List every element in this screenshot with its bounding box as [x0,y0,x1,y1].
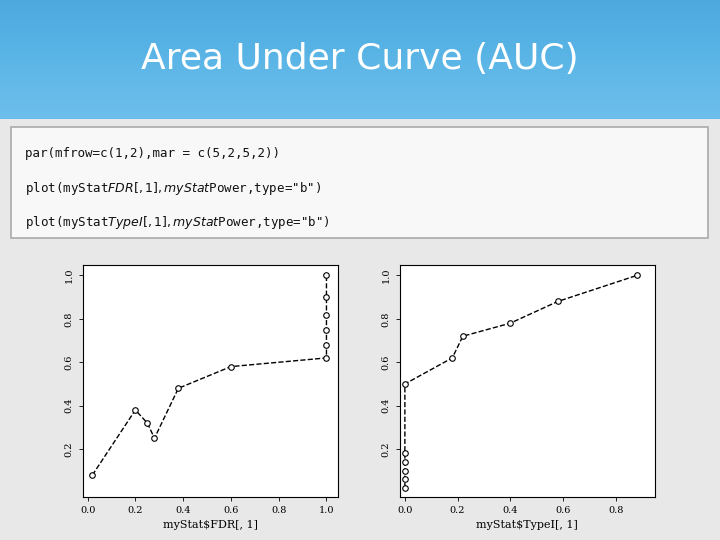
Text: par(mfrow=c(1,2),mar = c(5,2,5,2)): par(mfrow=c(1,2),mar = c(5,2,5,2)) [24,147,280,160]
FancyBboxPatch shape [11,126,708,238]
X-axis label: myStat$TypeI[, 1]: myStat$TypeI[, 1] [477,521,578,530]
Text: Area Under Curve (AUC): Area Under Curve (AUC) [141,43,579,76]
X-axis label: myStat$FDR[, 1]: myStat$FDR[, 1] [163,521,258,530]
Text: plot(myStat$TypeI[,1],myStat$Power,type="b"): plot(myStat$TypeI[,1],myStat$Power,type=… [24,214,330,231]
Text: plot(myStat$FDR[,1],myStat$Power,type="b"): plot(myStat$FDR[,1],myStat$Power,type="b… [24,180,321,197]
